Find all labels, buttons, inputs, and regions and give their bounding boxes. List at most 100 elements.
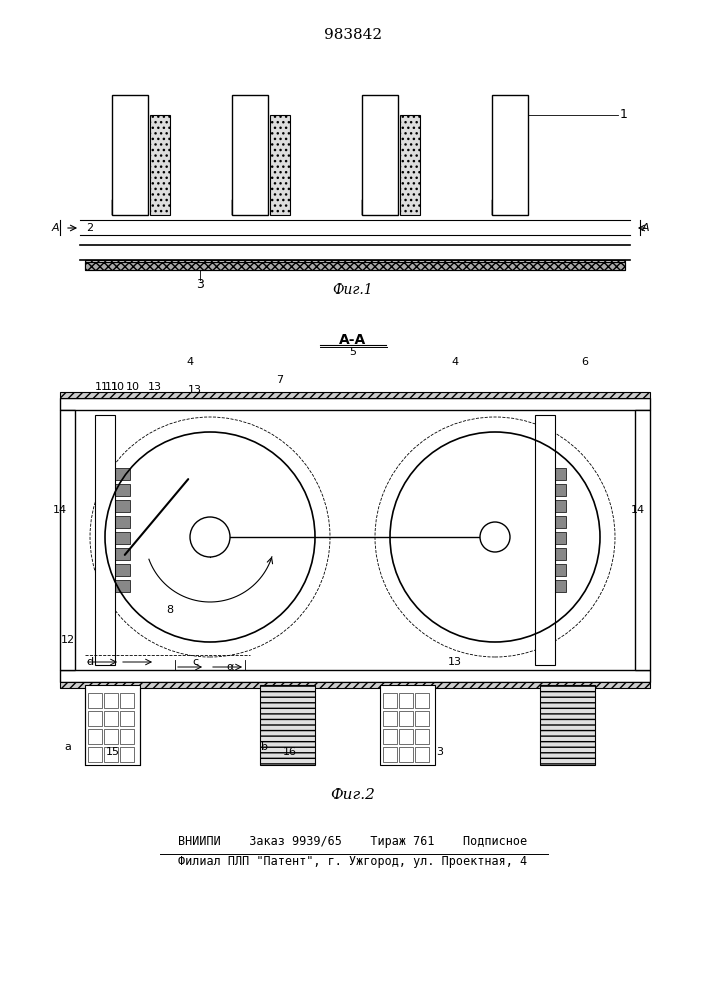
Polygon shape	[232, 190, 268, 215]
Bar	[548, 468, 566, 480]
Text: 11: 11	[105, 382, 119, 392]
Text: А: А	[641, 223, 649, 233]
Text: Фиг.1: Фиг.1	[333, 283, 373, 297]
Bar	[88, 747, 102, 762]
Bar	[104, 729, 118, 744]
Bar	[548, 516, 566, 528]
Bar	[104, 747, 118, 762]
Bar	[120, 693, 134, 708]
Bar	[88, 729, 102, 744]
Bar	[112, 580, 130, 592]
Bar	[383, 711, 397, 726]
Text: ВНИИПИ    Заказ 9939/65    Тираж 761    Подписное: ВНИИПИ Заказ 9939/65 Тираж 761 Подписное	[178, 836, 527, 848]
Text: 10: 10	[111, 382, 125, 392]
Bar	[60, 410, 75, 670]
Bar	[548, 532, 566, 544]
Bar	[150, 115, 170, 215]
Bar	[548, 484, 566, 496]
Text: 983842: 983842	[324, 28, 382, 42]
Text: 16: 16	[283, 747, 297, 757]
Bar	[492, 95, 528, 215]
Text: α: α	[226, 662, 234, 672]
Bar	[60, 670, 650, 682]
Text: 3: 3	[436, 747, 443, 757]
Bar	[60, 398, 650, 410]
Circle shape	[480, 522, 510, 552]
Text: 4: 4	[187, 357, 194, 367]
Polygon shape	[492, 190, 528, 215]
Bar	[380, 685, 435, 765]
Bar	[415, 729, 429, 744]
Bar	[232, 95, 268, 215]
Text: 1: 1	[620, 108, 628, 121]
Text: 10: 10	[126, 382, 140, 392]
Polygon shape	[362, 190, 398, 215]
Bar	[112, 484, 130, 496]
Bar	[260, 685, 315, 765]
Text: А-А: А-А	[339, 333, 367, 347]
Bar	[88, 693, 102, 708]
Bar	[88, 711, 102, 726]
Text: 3: 3	[196, 278, 204, 292]
Bar	[112, 500, 130, 512]
Bar	[104, 711, 118, 726]
Bar	[399, 693, 413, 708]
Text: d: d	[86, 657, 93, 667]
Text: 14: 14	[631, 505, 645, 515]
Bar	[362, 95, 398, 215]
Bar	[548, 580, 566, 592]
Bar	[383, 729, 397, 744]
Text: 13: 13	[188, 385, 202, 395]
Bar	[383, 747, 397, 762]
Bar	[400, 115, 420, 215]
Bar	[60, 392, 650, 398]
Text: 11: 11	[95, 382, 109, 392]
Text: a: a	[64, 742, 71, 752]
Bar	[112, 548, 130, 560]
Bar	[120, 711, 134, 726]
Bar	[104, 693, 118, 708]
Bar	[120, 729, 134, 744]
Text: 5: 5	[349, 347, 356, 357]
Bar	[85, 685, 140, 765]
Text: 6: 6	[581, 357, 588, 367]
Text: 12: 12	[61, 635, 75, 645]
Bar	[548, 564, 566, 576]
Bar	[415, 747, 429, 762]
Bar	[548, 548, 566, 560]
Bar	[112, 564, 130, 576]
Bar	[399, 711, 413, 726]
Text: 7: 7	[276, 375, 284, 385]
Text: c: c	[192, 657, 198, 667]
Text: А: А	[51, 223, 59, 233]
Bar	[85, 262, 625, 270]
Text: 13: 13	[148, 382, 162, 392]
Text: 2: 2	[86, 223, 93, 233]
Bar	[112, 516, 130, 528]
Bar	[399, 729, 413, 744]
Bar	[383, 693, 397, 708]
Circle shape	[190, 517, 230, 557]
Bar	[95, 415, 115, 665]
Text: Филиал ПЛП "Патент", г. Ужгород, ул. Проектная, 4: Филиал ПЛП "Патент", г. Ужгород, ул. Про…	[178, 856, 527, 868]
Bar	[85, 260, 625, 270]
Bar	[399, 747, 413, 762]
Bar	[415, 693, 429, 708]
Text: 8: 8	[166, 605, 173, 615]
Text: 14: 14	[53, 505, 67, 515]
Text: 13: 13	[448, 657, 462, 667]
Bar	[415, 711, 429, 726]
Bar	[270, 115, 290, 215]
Text: Фиг.2: Фиг.2	[331, 788, 375, 802]
Text: b: b	[262, 742, 269, 752]
Bar	[112, 532, 130, 544]
Bar	[635, 410, 650, 670]
Bar	[540, 685, 595, 765]
Text: 4: 4	[452, 357, 459, 367]
Bar	[112, 468, 130, 480]
Bar	[548, 500, 566, 512]
Bar	[120, 747, 134, 762]
Text: 15: 15	[106, 747, 120, 757]
Polygon shape	[112, 190, 148, 215]
Bar	[60, 682, 650, 688]
